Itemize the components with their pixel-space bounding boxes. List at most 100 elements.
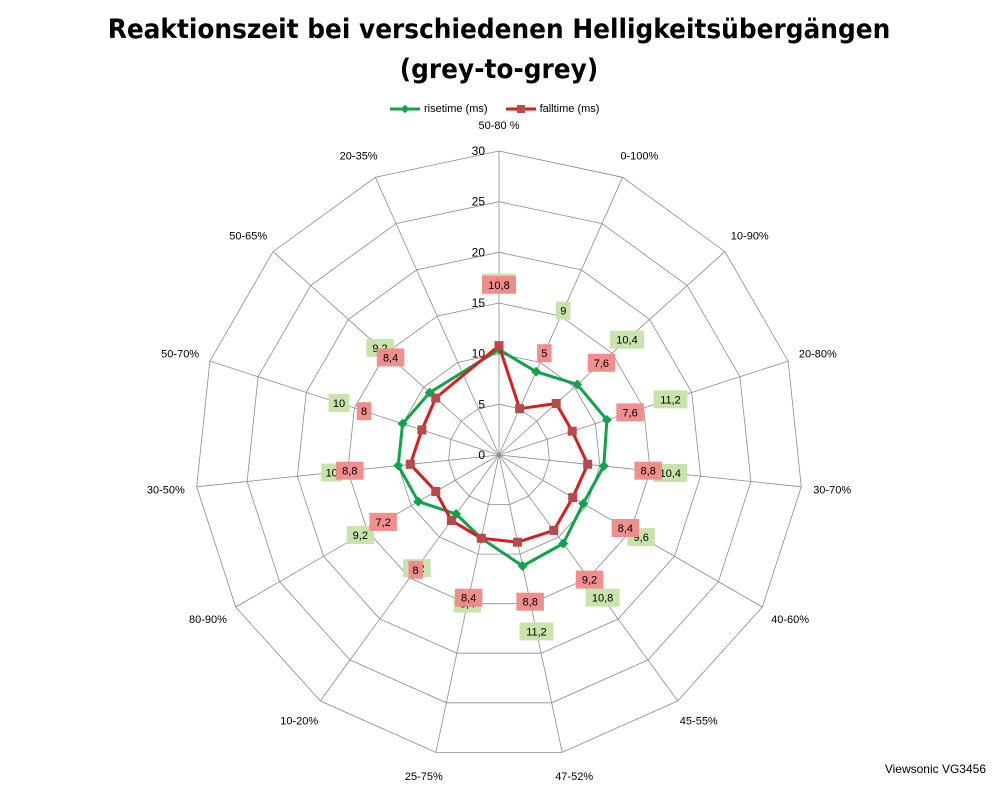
data-label-falltime: 8,8 [516, 592, 544, 611]
svg-text:9: 9 [560, 306, 566, 318]
svg-text:8,4: 8,4 [383, 352, 398, 364]
svg-text:8,4: 8,4 [461, 593, 476, 605]
svg-text:5: 5 [541, 348, 547, 360]
chart-footnote: Viewsonic VG3456 [884, 762, 986, 776]
data-label-falltime: 8,4 [611, 519, 640, 537]
svg-text:10,4: 10,4 [660, 468, 681, 480]
data-label-falltime: 8,8 [634, 461, 662, 480]
legend-swatch-falltime [505, 105, 536, 113]
chart-title-main: Reaktionszeit bei verschiedenen Helligke… [107, 14, 891, 45]
legend-label-falltime: falltime (ms) [539, 103, 600, 115]
category-label: 50-70% [161, 349, 199, 361]
data-label-risetime: 10 [328, 394, 350, 412]
series-point-falltime [583, 459, 593, 469]
data-label-falltime: 7,6 [616, 403, 644, 422]
grid-ring-10 [397, 353, 601, 555]
r-tick-label: 5 [478, 397, 485, 411]
data-label-falltime: 8 [356, 402, 372, 421]
svg-text:8: 8 [361, 406, 367, 418]
svg-text:11,2: 11,2 [660, 394, 681, 406]
data-label-risetime: 9,2 [346, 526, 375, 545]
series-point-risetime [397, 418, 408, 429]
svg-text:11,2: 11,2 [526, 626, 547, 638]
category-labels: 50-80 % 0-100% 10-90% 20-80% 30-70% 40-60% 45-… [147, 120, 851, 783]
data-label-falltime: 10,8 [482, 275, 516, 294]
legend-label-risetime: risetime (ms) [424, 103, 488, 115]
data-label-falltime: 8,8 [336, 461, 364, 480]
legend-item-risetime: risetime (ms) [390, 103, 488, 115]
svg-text:8: 8 [413, 565, 419, 577]
data-label-falltime: 7,6 [587, 353, 616, 372]
category-label: 10-90% [731, 231, 769, 243]
svg-text:7,6: 7,6 [594, 358, 609, 370]
category-label: 30-70% [813, 484, 851, 496]
svg-text:10,4: 10,4 [616, 335, 637, 347]
series-point-falltime [568, 493, 578, 503]
grid-spoke [375, 177, 500, 456]
svg-text:9,2: 9,2 [582, 575, 597, 587]
category-label: 20-35% [340, 150, 378, 162]
data-label-falltime: 5 [537, 344, 552, 363]
series-point-risetime [558, 538, 569, 549]
svg-text:10: 10 [326, 468, 338, 480]
series-lines [393, 341, 612, 571]
chart-subtitle: (grey-to-grey) [399, 54, 599, 85]
series-point-risetime [393, 460, 404, 471]
series-point-falltime [417, 425, 427, 435]
series-point-risetime [598, 461, 609, 471]
r-tick-label: 0 [478, 448, 485, 462]
chart-legend: risetime (ms) falltime (ms) [390, 100, 617, 118]
chart-title: Reaktionszeit bei verschiedenen Helligke… [40, 10, 958, 90]
svg-text:8,8: 8,8 [523, 597, 538, 609]
category-label: 45-55% [680, 715, 718, 727]
grid-ring-20 [296, 251, 702, 654]
r-tick-label: 25 [472, 195, 486, 209]
svg-text:10,8: 10,8 [488, 280, 509, 292]
category-label: 40-60% [771, 614, 809, 626]
series-point-falltime [515, 404, 525, 414]
data-label-risetime: 11,2 [519, 622, 554, 641]
radial-axis-ticks: 0 5 10 15 20 25 30 [472, 144, 486, 462]
series-point-falltime [551, 399, 561, 408]
svg-text:8,8: 8,8 [641, 466, 656, 478]
data-label-falltime: 9,2 [575, 570, 604, 589]
series-point-falltime [549, 525, 559, 535]
data-label-risetime: 10,8 [585, 588, 620, 607]
data-labels: 10,4910,411,210,49,610,811,28,47,29,2101… [321, 273, 688, 641]
series-point-falltime [567, 426, 577, 436]
data-label-falltime: 8,4 [376, 348, 405, 367]
series-point-falltime [513, 537, 522, 547]
svg-text:9,2: 9,2 [353, 530, 368, 542]
r-tick-label: 10 [472, 347, 486, 361]
grid-ring-30 [196, 150, 802, 753]
series-point-falltime [494, 341, 504, 351]
series-point-falltime [476, 533, 486, 543]
series-point-falltime [446, 516, 456, 526]
data-label-risetime: 11,2 [653, 390, 688, 409]
category-label: 47-52% [555, 771, 593, 783]
data-label-falltime: 7,2 [369, 512, 397, 531]
legend-swatch-risetime [390, 104, 420, 114]
category-label: 50-65% [229, 231, 267, 243]
series-point-risetime [601, 414, 612, 425]
category-label: 0-100% [620, 150, 658, 162]
grid-ring-5 [448, 403, 550, 506]
svg-text:8,4: 8,4 [618, 523, 633, 535]
series-point-risetime [531, 366, 542, 377]
category-label: 10-20% [280, 715, 318, 727]
r-tick-label: 30 [472, 144, 486, 158]
data-label-falltime: 8 [408, 560, 423, 579]
category-label: 25-75% [405, 771, 443, 783]
category-label: 20-80% [799, 349, 837, 361]
grid-ring-25 [246, 201, 752, 704]
grid-spoke [209, 360, 500, 456]
svg-text:7,2: 7,2 [376, 517, 391, 529]
series-point-falltime [405, 459, 415, 469]
svg-text:8,8: 8,8 [342, 466, 357, 478]
svg-text:7,6: 7,6 [622, 407, 637, 419]
legend-item-falltime: falltime (ms) [505, 103, 600, 115]
data-label-falltime: 8,4 [454, 588, 483, 607]
data-label-risetime: 9 [556, 301, 571, 320]
svg-text:10: 10 [333, 398, 345, 410]
category-label: 50-80 % [479, 120, 520, 132]
